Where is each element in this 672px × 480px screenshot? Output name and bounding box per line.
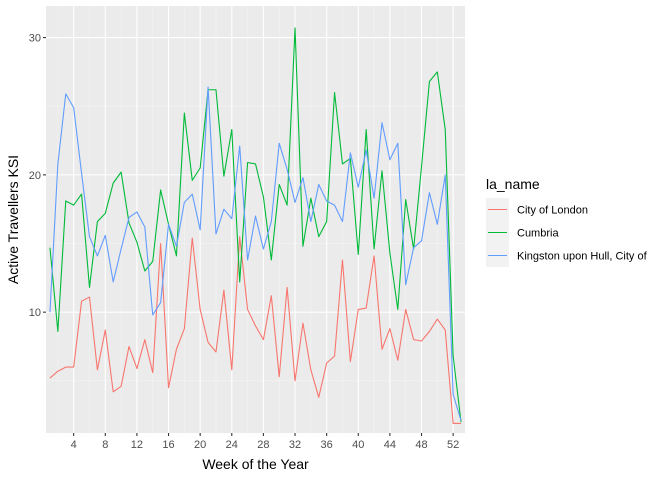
y-tick-label: 20 [29,170,41,182]
x-tick-label: 28 [257,439,269,451]
series-line-1 [49,27,462,423]
legend-label-0: City of London [517,205,588,217]
x-axis: 4 8 12 16 20 24 28 32 36 40 44 48 52 [71,433,459,451]
x-tick-label: 16 [162,439,174,451]
x-tick-label: 4 [71,439,77,451]
y-axis: 10 20 30 [29,33,46,319]
legend-label-2: Kingston upon Hull, City of [517,251,648,263]
grid-major [46,6,465,433]
x-tick-label: 8 [102,439,108,451]
x-tick-label: 24 [226,439,238,451]
y-tick-label: 10 [29,307,41,319]
x-tick-label: 32 [289,439,301,451]
y-axis-title: Active Travellers KSI [5,155,21,284]
x-tick-label: 52 [447,439,459,451]
x-tick-label: 36 [321,439,333,451]
plot-panel [46,6,465,433]
x-axis-title: Week of the Year [202,456,309,472]
series-line-0 [49,236,462,424]
x-tick-label: 44 [384,439,396,451]
legend-title: la_name [486,176,540,192]
x-tick-label: 12 [131,439,143,451]
x-tick-label: 40 [352,439,364,451]
series-lines [49,27,462,424]
legend: la_name City of London Cumbria Kingston up… [486,176,648,267]
x-tick-label: 20 [194,439,206,451]
series-line-2 [49,86,462,421]
legend-label-1: Cumbria [517,228,559,240]
y-tick-label: 30 [29,33,41,45]
x-tick-label: 48 [415,439,427,451]
